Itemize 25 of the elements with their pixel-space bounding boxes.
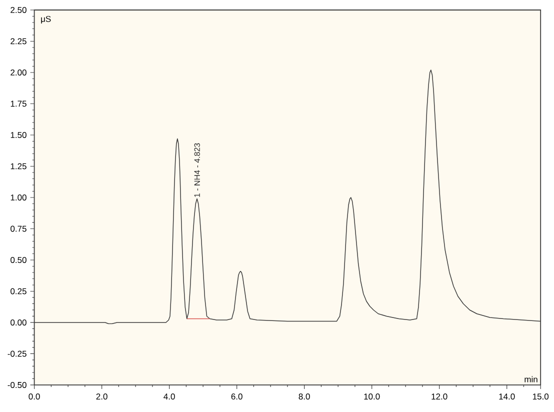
y-tick-label: 0.50 [10,256,26,263]
x-tick-label: 0.0 [28,394,40,400]
y-tick-label: 1.75 [10,100,26,107]
y-tick-label: -0.50 [8,382,26,388]
y-tick-label: 1.50 [10,132,26,138]
y-axis-title: μS [41,16,51,24]
x-tick-label: 10.0 [364,394,380,400]
y-tick-label: 0.75 [10,226,26,232]
y-tick-label: 1.25 [10,163,26,170]
y-tick-label: 1.00 [10,194,26,200]
x-tick-label: 15.0 [532,394,549,400]
y-tick-label: 2.50 [10,6,26,13]
x-tick-label: 2.0 [96,394,108,400]
x-tick-label: 6.0 [231,394,242,400]
y-tick-label: 0.25 [10,288,26,294]
x-tick-label: 12.0 [432,394,448,400]
x-tick-label: 14.0 [499,394,515,400]
x-tick-label: 8.0 [298,394,310,400]
y-tick-label: -0.25 [8,350,26,357]
y-tick-label: 0.00 [10,319,26,326]
x-tick-label: 4.0 [164,394,175,400]
y-tick-label: 2.00 [10,69,26,76]
annotation: 1 - NH4 - 4.823 [194,143,200,197]
y-tick-label: 2.25 [10,38,26,44]
x-axis-title: min [524,376,538,382]
